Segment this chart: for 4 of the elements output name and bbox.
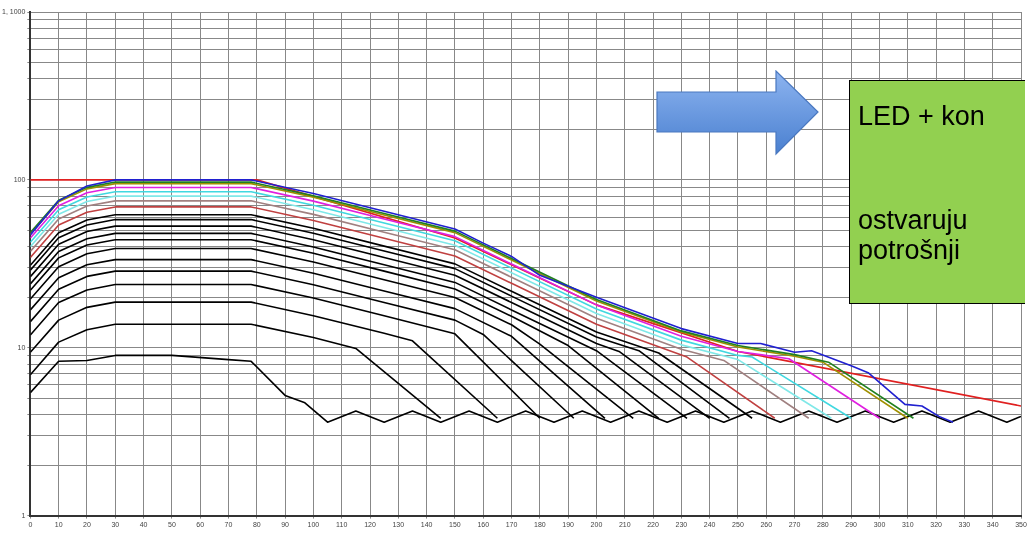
annotation: ostvaruju xyxy=(858,205,968,236)
annotation: LED + kon xyxy=(858,101,985,132)
annotation: potrošnji xyxy=(858,235,961,266)
text-box: LED + kon ostvaruju potrošnji xyxy=(849,80,1025,304)
